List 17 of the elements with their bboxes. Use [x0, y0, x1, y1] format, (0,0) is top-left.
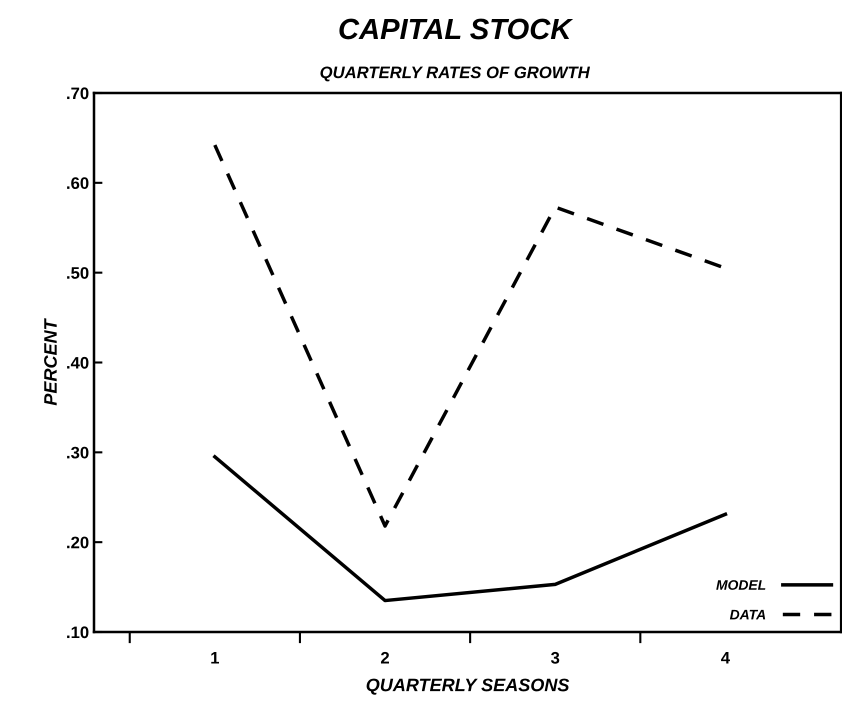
y-axis-title: PERCENT	[44, 318, 57, 406]
y-tick-label: .50	[67, 267, 88, 279]
y-tick-label: .30	[67, 446, 88, 459]
y-tick-label: .10	[67, 626, 88, 638]
legend-label: DATA	[730, 610, 766, 620]
y-tick-label: .60	[67, 177, 88, 190]
x-tick-label: 3	[550, 652, 560, 664]
x-tick-label: 4	[721, 652, 730, 664]
y-tick-label: .40	[67, 356, 88, 369]
y-tick-label: .70	[67, 87, 88, 100]
x-tick-label: 1	[211, 652, 220, 664]
chart-title: CAPITAL STOCK	[339, 18, 574, 40]
legend-label: MODEL	[716, 580, 766, 590]
y-tick-label: .20	[67, 536, 88, 548]
chart-subtitle: QUARTERLY RATES OF GROWTH	[320, 66, 590, 82]
x-tick-label: 2	[380, 652, 389, 664]
x-axis-title: QUARTERLY SEASONS	[366, 678, 570, 695]
